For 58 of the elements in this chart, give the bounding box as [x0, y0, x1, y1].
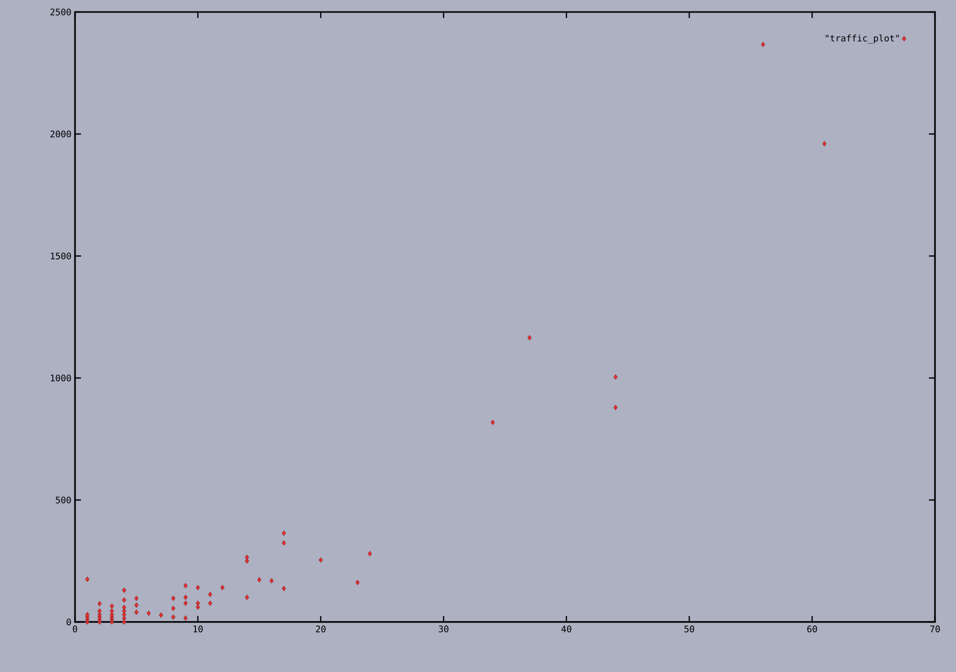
x-tick-label: 20 [316, 626, 326, 632]
point [282, 586, 286, 592]
point [98, 600, 102, 606]
point [490, 420, 495, 426]
point [613, 374, 618, 380]
point [282, 530, 286, 536]
point [208, 600, 212, 606]
point [356, 580, 360, 586]
y-tick-label: 500 [56, 496, 71, 504]
x-tick-label: 10 [194, 626, 203, 632]
point [122, 604, 126, 610]
y-tick-label: 2500 [50, 8, 71, 16]
point [270, 578, 274, 584]
y-tick-label: 0 [66, 618, 71, 626]
point [122, 597, 126, 603]
point [282, 540, 286, 546]
point [257, 577, 262, 582]
point [85, 576, 90, 582]
point [158, 612, 164, 618]
point [184, 600, 188, 606]
point [368, 550, 372, 556]
point [110, 608, 114, 614]
point [171, 606, 176, 612]
point [110, 603, 114, 609]
point [98, 608, 102, 614]
point [244, 554, 250, 560]
x-tick-label: 60 [807, 626, 817, 632]
point [760, 42, 766, 48]
x-tick-label: 50 [684, 626, 694, 632]
x-tick-label: 30 [438, 626, 448, 632]
point [171, 614, 176, 620]
point [822, 141, 826, 146]
point [613, 404, 618, 410]
point [85, 612, 90, 618]
point [122, 588, 126, 593]
x-tick-label: 0 [72, 626, 78, 632]
y-tick-label: 1000 [50, 374, 71, 382]
point [184, 582, 188, 588]
point [244, 594, 250, 600]
point [122, 616, 126, 622]
point [146, 610, 151, 616]
point [134, 596, 139, 602]
point [184, 615, 188, 621]
x-tick-label: 70 [930, 626, 940, 632]
y-tick-label: 2000 [50, 130, 71, 138]
point [184, 594, 188, 600]
point [196, 600, 200, 606]
y-tick-label: 1500 [50, 252, 71, 260]
point [134, 602, 139, 608]
point [318, 557, 323, 563]
x-tick-label: 40 [561, 626, 572, 632]
legend-label: "traffic_plot" [826, 34, 899, 44]
point [527, 335, 532, 340]
point [208, 592, 212, 598]
point [171, 596, 176, 602]
point [196, 584, 200, 590]
point [134, 610, 139, 615]
point [220, 584, 225, 590]
